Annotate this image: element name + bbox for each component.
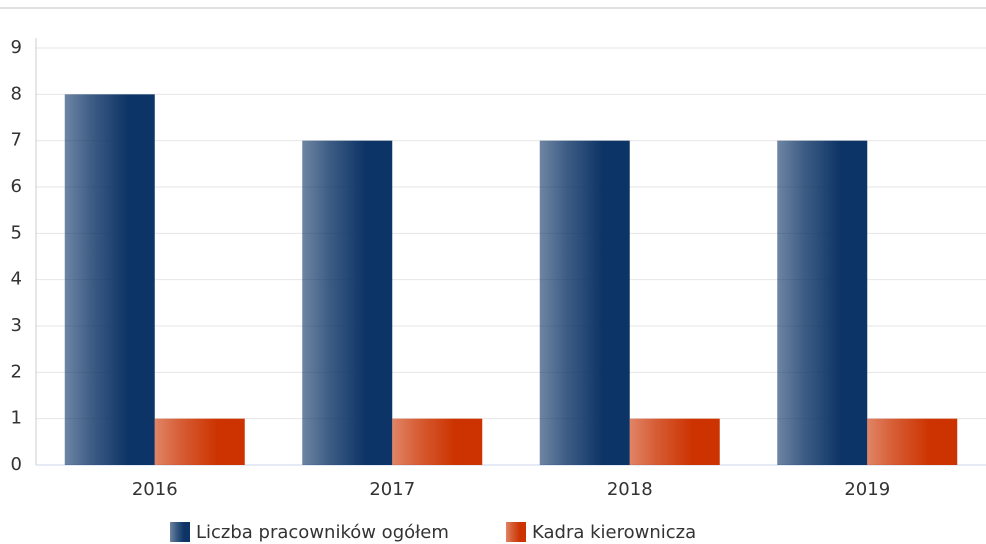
- bar: [154, 418, 245, 465]
- y-tick-label: 3: [11, 315, 22, 336]
- x-tick-label: 2018: [607, 479, 653, 500]
- bar: [392, 418, 483, 465]
- legend-swatch: [170, 522, 190, 542]
- x-tick-label: 2017: [369, 479, 415, 500]
- legend-label: Kadra kierownicza: [532, 522, 696, 543]
- y-tick-label: 9: [11, 37, 22, 58]
- legend-item: Liczba pracowników ogółem: [170, 522, 449, 543]
- y-tick-label: 7: [11, 130, 22, 151]
- bar: [302, 140, 393, 465]
- bar: [629, 418, 720, 465]
- y-tick-label: 6: [11, 176, 22, 197]
- y-tick-label: 0: [11, 454, 22, 475]
- y-tick-label: 1: [11, 408, 22, 429]
- y-tick-label: 4: [11, 269, 22, 290]
- legend-item: Kadra kierownicza: [506, 522, 696, 543]
- y-tick-label: 8: [11, 83, 22, 104]
- bar: [777, 140, 868, 465]
- x-tick-label: 2016: [132, 479, 178, 500]
- y-tick-label: 5: [11, 222, 22, 243]
- bar: [867, 418, 958, 465]
- y-tick-label: 2: [11, 361, 22, 382]
- bar: [64, 94, 155, 465]
- bar: [539, 140, 630, 465]
- legend-swatch: [506, 522, 526, 542]
- x-tick-label: 2019: [844, 479, 890, 500]
- legend-label: Liczba pracowników ogółem: [196, 522, 449, 543]
